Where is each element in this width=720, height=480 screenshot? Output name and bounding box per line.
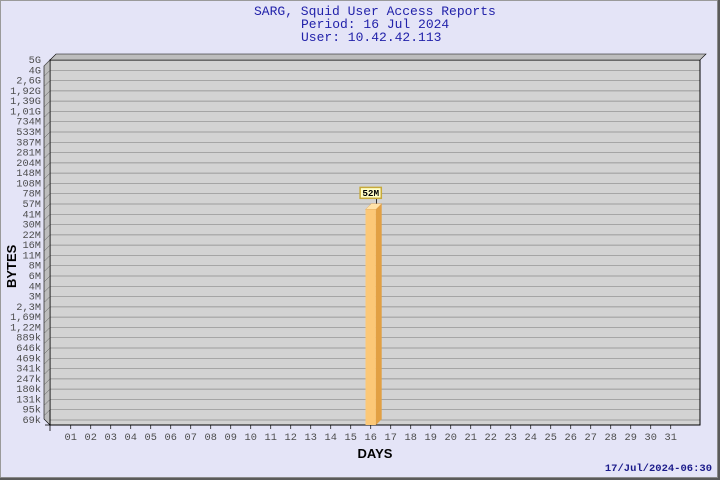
svg-text:23: 23 xyxy=(505,432,517,444)
svg-text:08: 08 xyxy=(205,432,217,444)
svg-text:12: 12 xyxy=(285,432,297,444)
svg-text:04: 04 xyxy=(125,432,137,444)
svg-text:14: 14 xyxy=(325,432,337,444)
svg-text:69k: 69k xyxy=(22,415,41,427)
svg-text:26: 26 xyxy=(565,432,577,444)
svg-text:18: 18 xyxy=(405,432,417,444)
svg-text:20: 20 xyxy=(445,432,457,444)
svg-text:15: 15 xyxy=(345,432,357,444)
svg-text:19: 19 xyxy=(425,432,437,444)
svg-text:02: 02 xyxy=(85,432,97,444)
svg-text:16: 16 xyxy=(365,432,377,444)
svg-text:13: 13 xyxy=(305,432,317,444)
svg-text:11: 11 xyxy=(265,432,277,444)
svg-text:05: 05 xyxy=(145,432,157,444)
svg-text:01: 01 xyxy=(65,432,77,444)
svg-text:30: 30 xyxy=(645,432,657,444)
svg-text:21: 21 xyxy=(465,432,477,444)
svg-text:31: 31 xyxy=(665,432,677,444)
svg-text:24: 24 xyxy=(525,432,537,444)
svg-text:22: 22 xyxy=(485,432,497,444)
svg-text:28: 28 xyxy=(605,432,617,444)
svg-text:03: 03 xyxy=(105,432,117,444)
svg-text:17: 17 xyxy=(385,432,397,444)
svg-text:DAYS: DAYS xyxy=(358,446,393,461)
svg-text:07: 07 xyxy=(185,432,197,444)
svg-text:27: 27 xyxy=(585,432,597,444)
svg-text:06: 06 xyxy=(165,432,177,444)
svg-text:10: 10 xyxy=(245,432,257,444)
svg-text:09: 09 xyxy=(225,432,237,444)
svg-text:52M: 52M xyxy=(362,188,379,199)
svg-text:25: 25 xyxy=(545,432,557,444)
svg-text:29: 29 xyxy=(625,432,637,444)
